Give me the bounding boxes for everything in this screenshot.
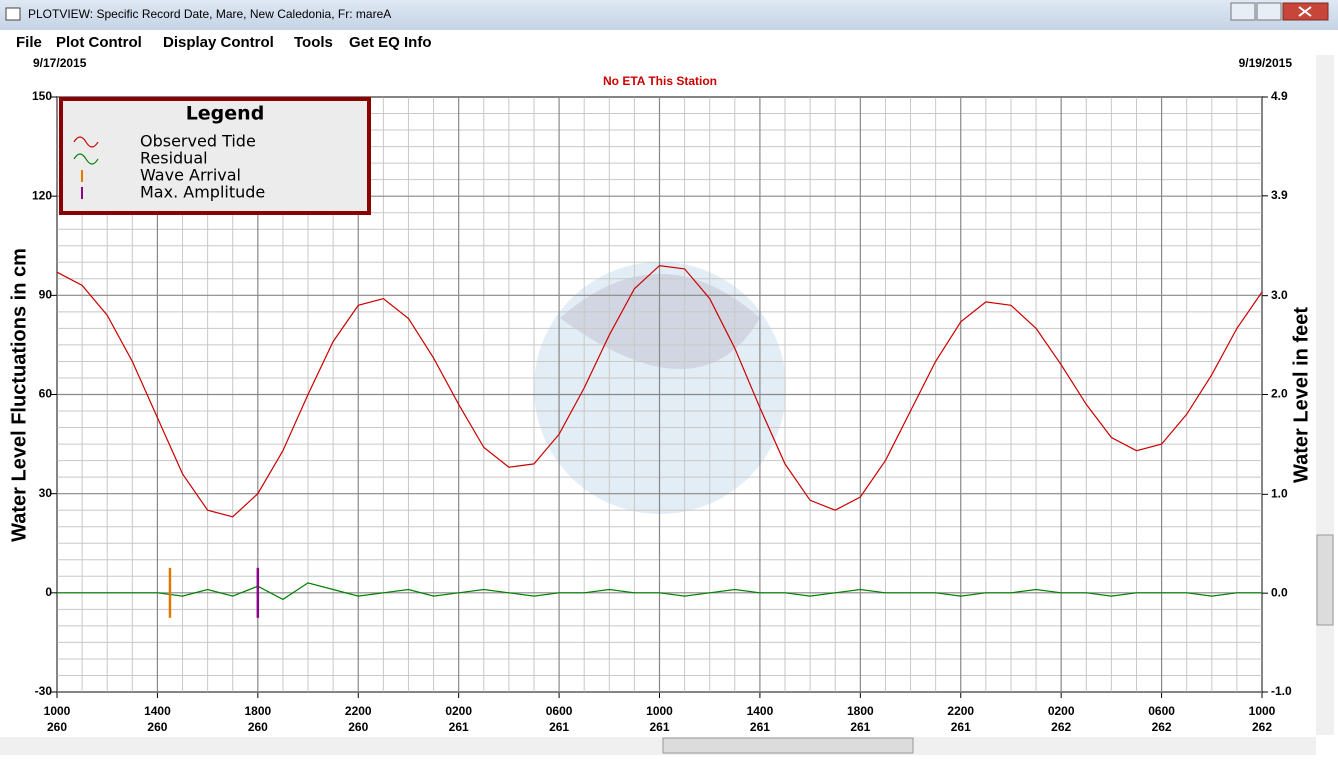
y2-tick-label: 3.9 [1271,188,1288,202]
x-tick-day: 261 [951,720,971,734]
close-icon [1298,6,1312,17]
y-axis-title: Water Level Fluctuations in cm [8,248,30,542]
x-tick-day: 260 [47,720,67,734]
legend-title: Legend [186,103,265,125]
vertical-scrollbar[interactable] [1316,55,1334,735]
title-bar [0,0,1338,30]
menu-bar [0,30,1338,55]
legend-symbol [73,153,99,165]
menu-item[interactable]: Display Control [163,34,274,51]
y2-axis-title: Water Level in feet [1290,307,1312,483]
menu-item[interactable]: Tools [294,34,333,51]
annotation: No ETA This Station [603,74,717,88]
app-icon [5,7,21,21]
x-tick-label: 0600 [1148,704,1175,718]
x-tick-day: 261 [549,720,569,734]
x-tick-label: 0600 [546,704,573,718]
x-tick-day: 262 [1152,720,1172,734]
y-tick-label: 150 [32,89,52,103]
x-tick-label: 1000 [646,704,673,718]
x-tick-day: 261 [449,720,469,734]
x-tick-day: 261 [850,720,870,734]
y-tick-label: 0 [45,585,52,599]
legend-box [59,97,371,215]
x-tick-day: 260 [147,720,167,734]
y-tick-label: 120 [32,188,52,202]
menu-item[interactable]: File [16,34,42,51]
x-tick-label: 0200 [445,704,472,718]
end-date: 9/19/2015 [1239,56,1293,70]
y2-tick-label: 1.0 [1271,487,1288,501]
y2-tick-label: 0.0 [1271,585,1288,599]
y2-tick-label: -1.0 [1271,684,1292,698]
x-tick-label: 2200 [345,704,372,718]
x-tick-label: 1000 [44,704,71,718]
x-tick-label: 1800 [847,704,874,718]
y-tick-label: 30 [39,486,53,500]
horizontal-scroll-thumb[interactable] [662,737,914,754]
vertical-scroll-thumb[interactable] [1316,534,1334,626]
maximize-button[interactable] [1256,2,1282,21]
minimize-button[interactable] [1230,2,1256,21]
menu-item[interactable]: Plot Control [56,34,142,51]
y2-tick-label: 2.0 [1271,387,1288,401]
legend-symbol [73,136,99,148]
series-line [56,264,1263,518]
y-tick-label: -30 [35,684,53,698]
menu: File Plot Control Display Control Tools Get … [16,34,432,51]
x-tick-day: 260 [348,720,368,734]
legend-label: Max. Amplitude [140,183,265,202]
x-tick-label: 1400 [144,704,171,718]
horizontal-scrollbar[interactable] [0,737,1316,755]
x-tick-label: 1000 [1249,704,1276,718]
menu-item[interactable]: Get EQ Info [349,34,432,51]
start-date: 9/17/2015 [33,56,87,70]
y-tick-label: 60 [39,387,53,401]
y-tick-label: 90 [39,288,53,302]
x-tick-label: 1800 [244,704,271,718]
x-tick-day: 260 [248,720,268,734]
legend-label: Wave Arrival [140,166,241,185]
legend-label: Observed Tide [140,132,256,151]
x-tick-label: 0200 [1048,704,1075,718]
x-tick-label: 2200 [947,704,974,718]
chart: 1000260140026018002602200260020026106002… [8,56,1312,734]
window-title: PLOTVIEW: Specific Record Date, Mare, Ne… [28,7,391,21]
x-tick-day: 261 [649,720,669,734]
x-tick-day: 262 [1252,720,1272,734]
x-tick-day: 261 [750,720,770,734]
y2-tick-label: 4.9 [1271,89,1288,103]
x-tick-day: 262 [1051,720,1071,734]
legend-label: Residual [140,149,208,168]
y2-tick-label: 3.0 [1271,288,1288,302]
x-tick-label: 1400 [747,704,774,718]
